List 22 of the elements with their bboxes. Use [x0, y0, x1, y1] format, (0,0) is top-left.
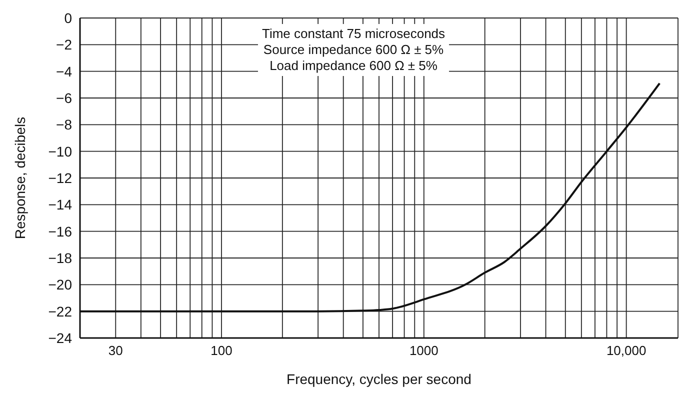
y-tick-label: −2	[56, 36, 72, 53]
y-tick-label: −24	[48, 330, 72, 346]
y-tick-label: −18	[48, 250, 72, 266]
y-tick-label: −12	[48, 170, 72, 186]
annotation: Source impedance 600 Ω ± 5%	[262, 42, 445, 58]
x-tick-label: 30	[108, 343, 123, 358]
y-tick-label: −22	[48, 303, 72, 320]
annotation: Time constant 75 microseconds	[262, 26, 446, 42]
y-tick-label: −16	[48, 223, 72, 240]
y-tick-label: −4	[56, 63, 72, 80]
y-tick-label: −8	[56, 116, 72, 133]
x-axis-title: Frequency, cycles per second	[286, 371, 472, 387]
y-tick-label: −10	[48, 143, 72, 160]
y-axis-title: Response, decibels	[12, 116, 28, 240]
x-tick-label: 100	[210, 343, 232, 358]
x-tick-label: 10,000	[606, 343, 646, 358]
y-tick-label: −20	[48, 276, 72, 293]
x-tick-label: 1000	[409, 343, 438, 358]
annotation: Load impedance 600 Ω ± 5%	[268, 58, 438, 74]
y-tick-label: 0	[64, 10, 72, 26]
y-tick-label: −6	[56, 90, 72, 106]
y-tick-label: −14	[48, 196, 72, 213]
